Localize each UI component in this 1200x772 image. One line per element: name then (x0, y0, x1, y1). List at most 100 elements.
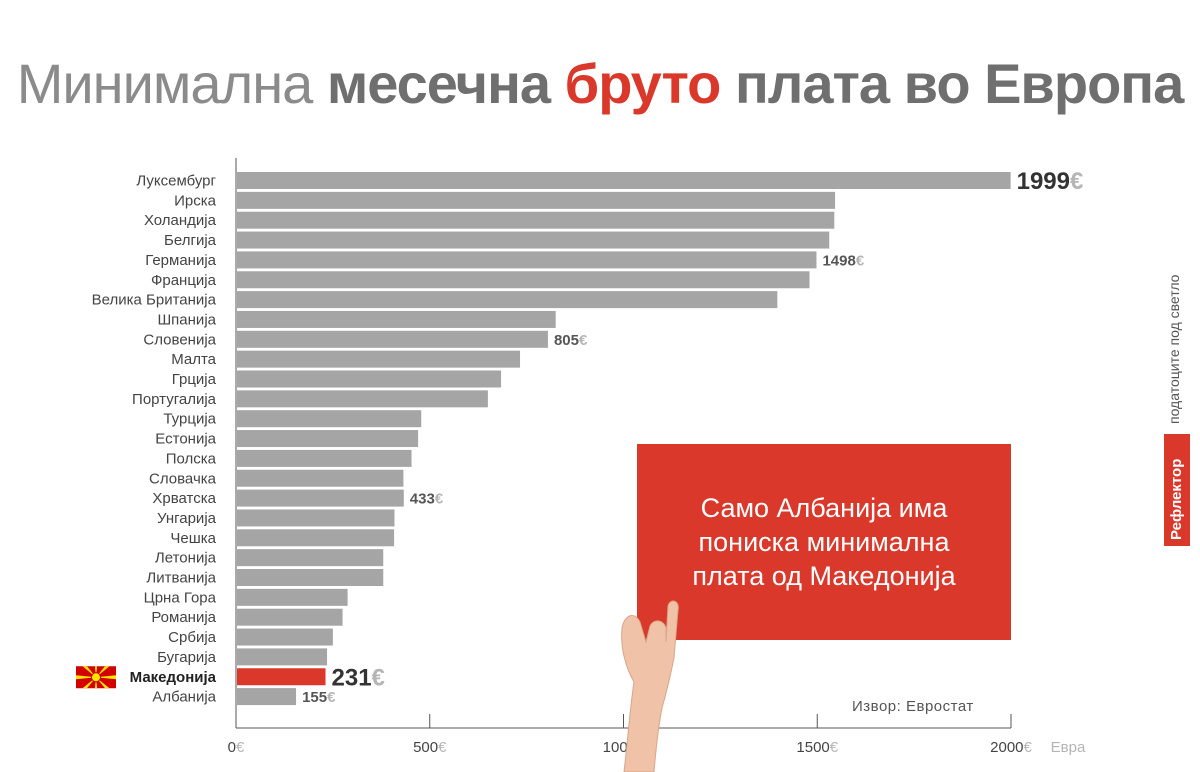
bar-20 (237, 569, 384, 586)
value-label-1: 1498€ (822, 252, 864, 269)
category-label-8: Словенија (143, 331, 216, 348)
category-label-16: Хрватска (152, 490, 216, 507)
title-part-2: месечна (326, 52, 551, 115)
bar-14 (237, 449, 412, 467)
flag-ray-2 (94, 677, 98, 689)
value-label-2: 805€ (554, 332, 588, 349)
category-label-26: Албанија (152, 689, 216, 706)
bar-13 (237, 430, 419, 448)
bar-12 (237, 410, 422, 428)
value-label-unit: € (435, 491, 444, 508)
bar-5 (237, 271, 810, 289)
tick-number: 500 (413, 739, 438, 756)
bar-11 (237, 390, 488, 408)
category-label-13: Естонија (155, 431, 216, 448)
source-note: Извор: Евростат (852, 698, 974, 715)
tick-number: 1500 (796, 739, 829, 756)
bar-8 (237, 330, 548, 348)
category-label-9: Малта (171, 351, 216, 368)
bar-23 (237, 628, 333, 646)
value-label-5: 155€ (302, 689, 336, 706)
bar-4 (237, 251, 817, 269)
category-label-10: Грција (172, 371, 217, 388)
tick-number: 2000 (990, 739, 1023, 756)
tick-unit: € (236, 739, 245, 756)
bar-26 (237, 688, 297, 706)
value-label-unit: € (1070, 168, 1083, 195)
category-label-24: Бугарија (157, 649, 217, 666)
bar-24 (237, 648, 328, 666)
x-tick-label-4: 2000€ (990, 739, 1032, 756)
x-tick-label-0: 0€ (228, 739, 245, 756)
category-label-15: Словачка (149, 470, 217, 487)
title-part-4: плата во Европа (734, 52, 1184, 115)
flag-ray-0 (96, 675, 116, 680)
category-label-6: Велика Британија (92, 292, 217, 309)
value-label-unit: € (327, 689, 336, 706)
bar-25 (237, 668, 326, 686)
category-label-19: Летонија (155, 550, 217, 567)
category-label-3: Белгија (164, 232, 217, 249)
value-label-number: 805 (554, 332, 579, 349)
tick-unit: € (830, 739, 839, 756)
bar-9 (237, 350, 521, 368)
flag-ray-4 (76, 675, 96, 680)
value-label-3: 433€ (410, 491, 444, 508)
bar-21 (237, 588, 348, 606)
category-label-1: Ирска (174, 192, 217, 209)
callout-sign: Само Албанија има пониска минимална плат… (637, 444, 1011, 640)
value-label-number: 231 (332, 664, 372, 691)
category-label-4: Германија (145, 252, 216, 269)
brand-name: Рефлектор (1168, 458, 1185, 540)
x-tick-label-3: 1500€ (796, 739, 838, 756)
flag-sun (91, 672, 101, 683)
page-title: Минимална месечна бруто плата во Европа (0, 48, 1200, 120)
value-label-unit: € (856, 252, 865, 269)
value-label-number: 155 (302, 689, 327, 706)
category-label-5: Франција (151, 272, 217, 289)
value-label-0: 1999€ (1017, 168, 1084, 195)
bar-3 (237, 231, 830, 249)
brand-tagline: податоците под светло (1166, 274, 1182, 424)
category-label-22: Романија (151, 609, 216, 626)
x-axis-unit-label: Евра (1051, 739, 1086, 756)
bar-2 (237, 211, 835, 229)
value-label-number: 1999 (1017, 168, 1070, 195)
bar-19 (237, 549, 384, 567)
bar-16 (237, 489, 404, 507)
bar-7 (237, 310, 556, 328)
bar-17 (237, 509, 395, 527)
category-label-2: Холандија (144, 212, 217, 229)
title-part-1: Минимална (16, 52, 314, 115)
title-part-3: бруто (564, 52, 722, 115)
value-label-number: 433 (410, 491, 435, 508)
bar-6 (237, 291, 778, 309)
bar-0 (237, 172, 1011, 189)
value-label-unit: € (579, 332, 588, 349)
bar-1 (237, 191, 836, 209)
category-label-25: Македонија (130, 669, 217, 686)
bar-18 (237, 529, 395, 547)
bar-22 (237, 608, 343, 626)
x-tick-label-1: 500€ (413, 739, 447, 756)
value-label-unit: € (372, 664, 385, 691)
category-label-23: Србија (168, 629, 216, 646)
category-label-11: Португалија (132, 391, 217, 408)
tick-unit: € (438, 739, 447, 756)
hand-illustration (621, 600, 679, 772)
bar-10 (237, 370, 502, 388)
value-label-number: 1498 (822, 252, 855, 269)
value-label-4: 231€ (332, 664, 385, 691)
tick-unit: € (1024, 739, 1033, 756)
category-label-0: Луксембург (136, 173, 216, 190)
tick-number: 0 (228, 739, 236, 756)
category-label-17: Унгарија (157, 510, 217, 527)
category-label-14: Полска (166, 450, 217, 467)
category-label-18: Чешка (170, 530, 216, 547)
brand-badge: Рефлектор (1164, 434, 1190, 546)
category-label-12: Турција (163, 411, 216, 428)
flag-ray-6 (94, 666, 98, 678)
category-label-7: Шпанија (157, 311, 216, 328)
category-label-20: Литванија (146, 570, 216, 587)
